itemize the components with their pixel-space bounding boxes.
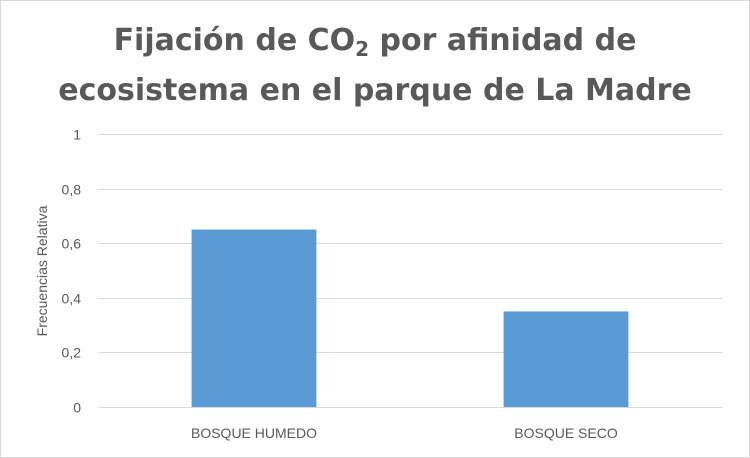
bar: [503, 311, 629, 407]
y-tick-label: 0: [73, 400, 81, 416]
y-tick-label: 0,8: [62, 182, 82, 198]
chart-title-subscript: 2: [355, 37, 370, 61]
bar: [191, 229, 317, 407]
y-axis-title: Frecuencias Relativa: [34, 205, 50, 336]
chart-title-line1-suffix: por afinidad de: [369, 23, 637, 58]
category-labels: BOSQUE HUMEDO BOSQUE SECO: [191, 425, 618, 441]
y-tick-label: 1: [73, 127, 81, 143]
y-tick-label: 0,2: [62, 345, 82, 361]
chart-title-line1-prefix: Fijación de CO: [113, 23, 356, 58]
chart-title: Fijación de CO2 por afinidad de ecosistem…: [0, 20, 750, 112]
category-label: BOSQUE HUMEDO: [191, 425, 317, 441]
category-label: BOSQUE SECO: [514, 425, 618, 441]
chart-title-line2: ecosistema en el parque de La Madre: [58, 73, 692, 108]
bars: [191, 229, 629, 407]
y-tick-label: 0,6: [62, 236, 82, 252]
y-tick-label: 0,4: [62, 291, 82, 307]
y-tick-labels: 0 0,2 0,4 0,6 0,8 1: [62, 127, 82, 416]
